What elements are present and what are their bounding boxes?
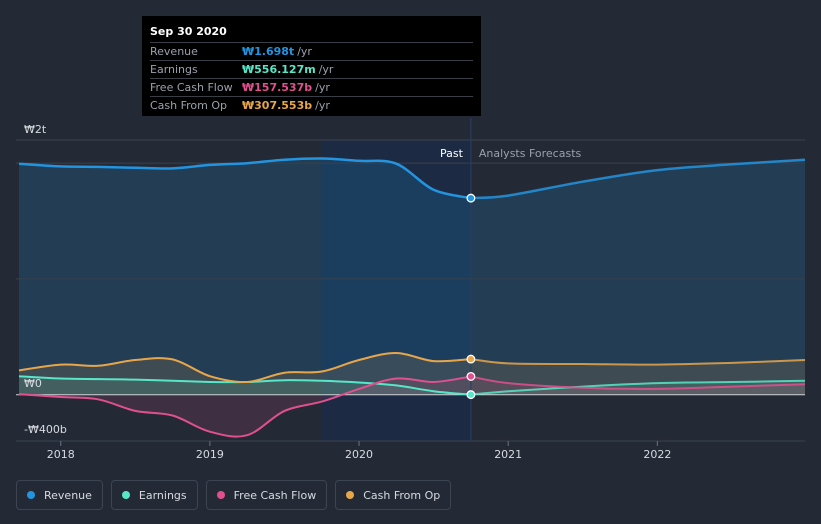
cash-from-op-forecast-line — [470, 358, 806, 366]
legend-revenue[interactable]: Revenue — [16, 480, 103, 510]
legend-dot-icon — [27, 491, 35, 499]
legend-label: Free Cash Flow — [233, 488, 317, 502]
tooltip-date: Sep 30 2020 — [150, 25, 227, 38]
x-tick-label: 2020 — [345, 448, 373, 461]
legend-dot-icon — [216, 491, 225, 499]
x-tick-label: 2019 — [196, 448, 224, 461]
tooltip-value: ₩556.127m — [242, 63, 316, 76]
free-cash-flow-area — [19, 376, 805, 437]
y-tick-label: ₩0 — [24, 377, 42, 390]
cash-from-op-line — [18, 351, 471, 384]
legend-label: Revenue — [44, 488, 92, 502]
earnings-area — [19, 376, 805, 395]
revenue-line — [18, 157, 472, 200]
tooltip-unit: /yr — [315, 99, 330, 112]
x-tick-label: 2018 — [47, 448, 75, 461]
tooltip-unit: /yr — [318, 63, 334, 76]
revenue-forecast-line — [470, 158, 806, 200]
forecast-label: Analysts Forecasts — [479, 147, 582, 160]
tooltip-row-free-cash-flow: Free Cash Flow ₩157.537b/yr — [150, 78, 473, 96]
tooltip-row-revenue: Revenue ₩1.698t/yr — [150, 42, 473, 60]
revenue-area — [19, 158, 805, 395]
tooltip-value: ₩307.553b — [242, 99, 313, 112]
tooltip-label: Free Cash Flow — [150, 81, 233, 94]
tooltip-label: Cash From Op — [150, 99, 228, 112]
earnings-line — [18, 375, 471, 396]
free-cash-flow-forecast-line — [470, 375, 806, 390]
x-tick-label: 2022 — [643, 448, 671, 461]
y-tick-label: -₩400b — [24, 423, 67, 436]
tooltip-label: Earnings — [150, 63, 198, 76]
revenue-point — [466, 193, 476, 203]
earnings-forecast-line — [470, 379, 806, 396]
tooltip-value: ₩1.698t — [242, 45, 295, 58]
tooltip-unit: /yr — [297, 45, 312, 58]
tooltip-label: Revenue — [150, 45, 198, 58]
legend-earnings[interactable]: Earnings — [110, 480, 198, 510]
legend-label: Earnings — [138, 488, 187, 502]
y-tick-label: ₩2t — [24, 123, 47, 136]
tooltip-value: ₩157.537b — [242, 81, 313, 94]
earnings-point — [466, 390, 476, 400]
tooltip-row-cash-from-op: Cash From Op ₩307.553b/yr — [150, 96, 473, 114]
free-cash-flow-line — [18, 375, 472, 438]
legend-cash-from-op[interactable]: Cash From Op — [335, 480, 452, 510]
legend-dot-icon — [121, 491, 130, 499]
legend-label: Cash From Op — [363, 488, 441, 502]
tooltip: Sep 30 2020 Revenue ₩1.698t/yr Earnings ₩55… — [142, 16, 481, 116]
legend-dot-icon — [346, 491, 355, 499]
legend: Revenue Earnings Free Cash Flow Cash From O… — [16, 480, 452, 510]
free-cash-flow-point — [466, 372, 476, 381]
legend-free-cash-flow[interactable]: Free Cash Flow — [205, 480, 328, 510]
tooltip-unit: /yr — [315, 81, 330, 94]
cash-from-op-point — [466, 354, 476, 364]
past-label: Past — [440, 147, 464, 160]
x-tick-label: 2021 — [494, 448, 522, 461]
forecast-highlight-band — [321, 140, 471, 441]
tooltip-row-earnings: Earnings ₩556.127m/yr — [150, 60, 473, 78]
